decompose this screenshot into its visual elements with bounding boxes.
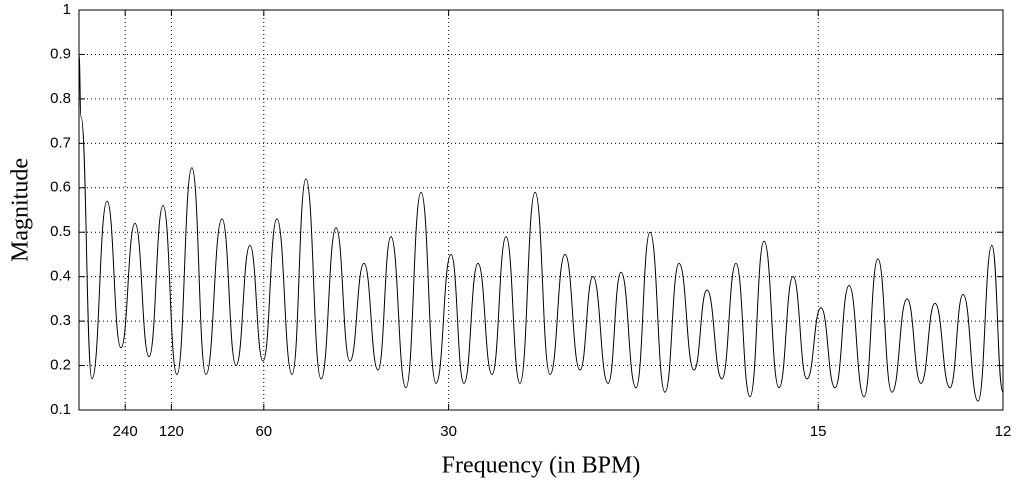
x-tick-label: 240 <box>113 423 138 440</box>
y-tick-label: 0.2 <box>50 357 71 374</box>
x-tick-label: 15 <box>810 423 827 440</box>
plot-frame <box>78 9 1004 411</box>
y-tick-label: 0.6 <box>50 179 71 196</box>
y-tick-label: 0.4 <box>50 268 71 285</box>
x-tick-label: 120 <box>159 423 184 440</box>
y-tick-label: 0.8 <box>50 90 71 107</box>
y-tick-label: 0.7 <box>50 134 71 151</box>
data-line <box>78 53 1004 402</box>
x-tick-label: 60 <box>255 423 272 440</box>
y-axis-label: Magnitude <box>8 158 34 262</box>
x-tick-label: 30 <box>440 423 457 440</box>
x-tick-label: 12 <box>995 423 1012 440</box>
y-tick-label: 0.3 <box>50 312 71 329</box>
y-tick-label: 0.1 <box>50 401 71 418</box>
y-tick-label: 0.5 <box>50 223 71 240</box>
y-tick-label: 0.9 <box>50 45 71 62</box>
plot-area <box>79 10 1003 410</box>
x-axis-label: Frequency (in BPM) <box>442 453 641 479</box>
y-tick-label: 1 <box>63 1 71 18</box>
